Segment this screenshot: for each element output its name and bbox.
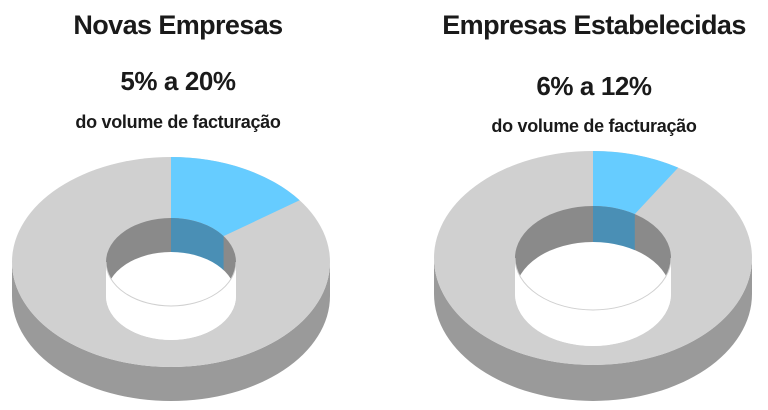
donut-hole-lower (515, 258, 671, 346)
chart-subtitle: do volume de facturação (491, 116, 697, 136)
chart-range-label: 6% a 12% (536, 71, 652, 101)
donut-outer-side-wall (434, 258, 752, 401)
donut-hole-rim (105, 261, 237, 307)
chart-subtitle: do volume de facturação (75, 112, 281, 132)
donut-hole-lower (106, 262, 236, 340)
donut-slice-highlight-inner-wall (593, 206, 635, 251)
chart-panel-empresas-estabelecidas: Empresas Estabelecidas 6% a 12% do volum… (384, 0, 768, 410)
donut-slice-highlight (171, 157, 300, 237)
donut-slice-highlight-inner-wall (171, 218, 224, 271)
chart-title: Novas Empresas (73, 10, 283, 40)
donut-slice-highlight (593, 151, 679, 215)
chart-panel-novas-empresas: Novas Empresas 5% a 20% do volume de fac… (73, 10, 283, 132)
chart-title: Empresas Estabelecidas (442, 10, 746, 40)
donut-outer-side-wall (12, 262, 330, 401)
donut-hole-rim (514, 257, 672, 311)
chart-range-label: 5% a 20% (120, 66, 236, 96)
